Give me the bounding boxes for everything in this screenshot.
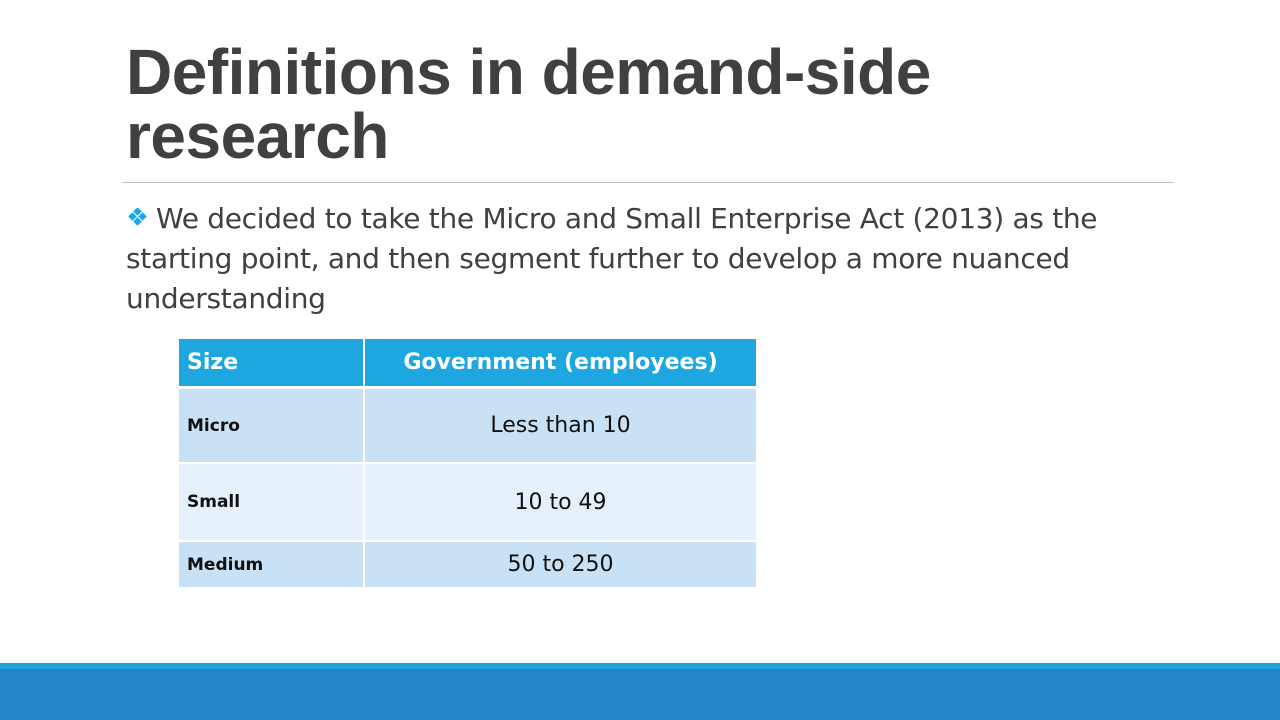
size-cell: Small [179,462,365,541]
header-government-employees: Government (employees) [364,339,756,389]
title-divider [122,182,1174,183]
employees-cell: Less than 10 [364,386,756,463]
employees-cell: 50 to 250 [364,540,756,587]
employees-cell: 10 to 49 [364,462,756,541]
enterprise-size-table: Size Government (employees) Micro Less t… [179,339,756,587]
table-row: Small 10 to 49 [179,462,756,541]
bullet-text: We decided to take the Micro and Small E… [126,202,1098,315]
table-row: Micro Less than 10 [179,386,756,463]
bullet-item: We decided to take the Micro and Small E… [126,199,1156,319]
table-header-row: Size Government (employees) [179,339,756,389]
table-row: Medium 50 to 250 [179,540,756,587]
footer-bar [0,663,1280,720]
slide-title: Definitions in demand-side research [126,36,931,172]
header-size: Size [179,339,365,389]
diamond-bullet-icon [128,208,147,226]
size-cell: Micro [179,386,365,463]
size-cell: Medium [179,540,365,587]
